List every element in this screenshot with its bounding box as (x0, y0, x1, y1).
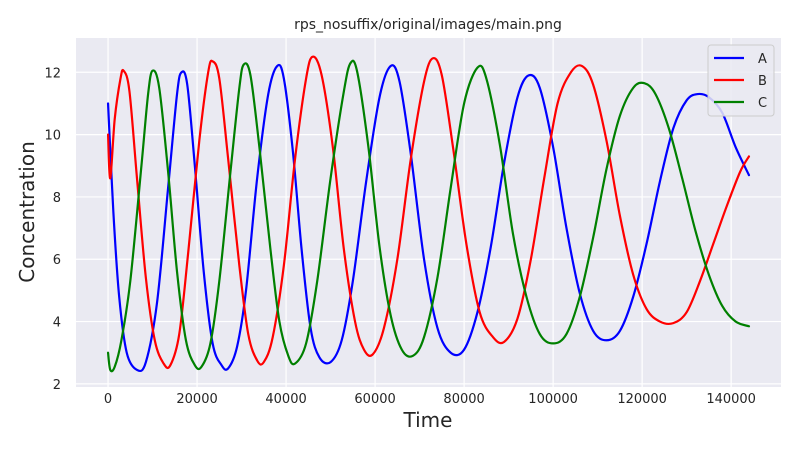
x-axis-label: Time (403, 408, 453, 432)
legend-label-b: B (758, 74, 767, 89)
series-line-a (106, 63, 751, 373)
x-tick-label: 120000 (617, 392, 667, 407)
legend: ABC (707, 44, 775, 117)
x-tick-label: 60000 (354, 392, 395, 407)
y-tick-label: 12 (44, 66, 61, 81)
series-layer (106, 55, 751, 373)
x-tick-label: 20000 (176, 392, 217, 407)
legend-label-a: A (758, 52, 767, 67)
x-tick-label: 0 (104, 392, 112, 407)
x-tick-label: 100000 (528, 392, 578, 407)
y-axis-label: Concentration (15, 141, 39, 282)
y-tick-label: 2 (53, 378, 61, 393)
y-tick-label: 6 (53, 253, 61, 268)
plot-area (76, 38, 781, 387)
legend-label-c: C (758, 96, 767, 111)
x-tick-label: 40000 (265, 392, 306, 407)
series-line-b (106, 55, 751, 370)
y-tick-label: 4 (53, 316, 61, 331)
y-tick-label: 10 (44, 129, 61, 144)
x-tick-labels: 0 20000 40000 60000 80000 100000 120000 140000 (104, 392, 756, 407)
y-tick-labels: 2 4 6 8 10 12 (44, 66, 61, 393)
chart-title: rps_nosuffix/original/images/main.png (294, 17, 562, 33)
x-tick-label: 140000 (706, 392, 756, 407)
y-tick-label: 8 (53, 191, 61, 206)
x-tick-label: 80000 (443, 392, 484, 407)
series-line-c (106, 59, 751, 373)
